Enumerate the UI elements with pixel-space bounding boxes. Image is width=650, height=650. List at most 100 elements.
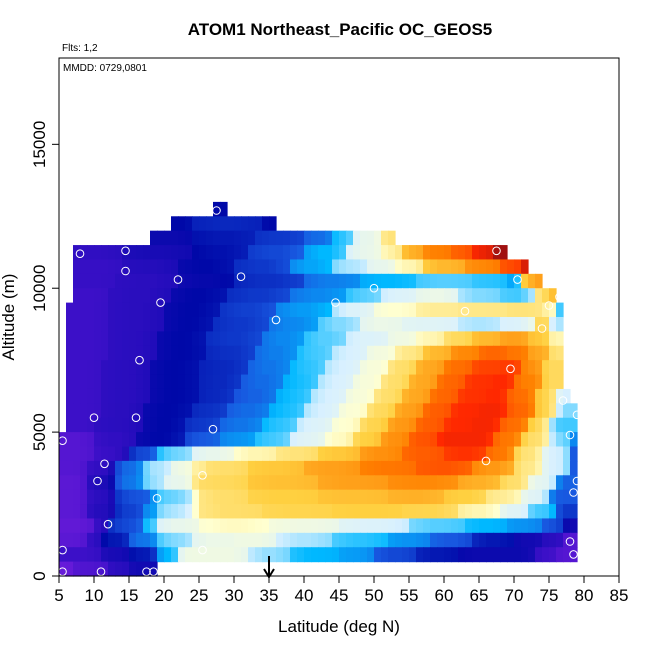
heatmap-cell — [290, 432, 298, 448]
heatmap-cell — [486, 374, 494, 390]
heatmap-cell — [290, 230, 298, 246]
heatmap-cell — [80, 273, 88, 289]
heatmap-cell — [367, 302, 375, 318]
heatmap-cell — [479, 302, 487, 318]
heatmap-cell — [206, 518, 214, 534]
heatmap-cell — [563, 460, 571, 476]
heatmap-cell — [353, 547, 361, 563]
heatmap-cell — [549, 345, 557, 361]
heatmap-cell — [248, 245, 256, 261]
heatmap-cell — [500, 388, 508, 404]
heatmap-cell — [514, 360, 522, 376]
heatmap-cell — [381, 230, 389, 246]
heatmap-cell — [493, 317, 501, 332]
heatmap-cell — [500, 317, 508, 332]
heatmap-cell — [234, 216, 242, 232]
heatmap-cell — [451, 388, 459, 404]
heatmap-cell — [136, 446, 144, 462]
heatmap-cell — [353, 273, 361, 289]
heatmap-cell — [115, 489, 123, 505]
heatmap-cell — [101, 475, 109, 491]
heatmap-cell — [290, 403, 298, 419]
heatmap-cell — [388, 302, 396, 318]
heatmap-cell — [416, 532, 424, 548]
heatmap-cell — [332, 245, 340, 261]
heatmap-cell — [108, 489, 116, 505]
heatmap-cell — [262, 374, 270, 390]
heatmap-cell — [136, 547, 144, 563]
flight-point — [236, 272, 246, 282]
heatmap-cell — [493, 245, 501, 261]
heatmap-cell — [269, 273, 277, 289]
heatmap-cell — [479, 388, 487, 404]
heatmap-cell — [150, 504, 158, 520]
heatmap-cell — [150, 518, 158, 534]
heatmap-cell — [528, 460, 536, 476]
heatmap-cell — [213, 446, 221, 462]
heatmap-cell — [150, 374, 158, 390]
heatmap-cell — [66, 432, 74, 448]
heatmap-cell — [542, 302, 550, 318]
latitude-marker-arrow — [263, 556, 275, 579]
heatmap-cell — [430, 245, 438, 261]
heatmap-cell — [213, 331, 221, 347]
heatmap-cell — [269, 360, 277, 376]
heatmap-cell — [234, 288, 242, 304]
heatmap-cell — [451, 518, 459, 534]
heatmap-cell — [542, 331, 550, 347]
heatmap-cell — [521, 532, 529, 548]
heatmap-cell — [255, 302, 263, 318]
x-tick-label: 10 — [85, 586, 104, 605]
heatmap-cell — [241, 360, 249, 376]
heatmap-cell — [157, 230, 165, 246]
heatmap-cell — [458, 259, 466, 275]
heatmap-cell — [402, 489, 410, 505]
heatmap-cell — [346, 532, 354, 548]
heatmap-cell — [220, 547, 228, 563]
heatmap-cell — [150, 245, 158, 261]
heatmap-cell — [241, 475, 249, 491]
heatmap-cell — [332, 331, 340, 347]
heatmap-cell — [570, 432, 578, 448]
heatmap-cell — [388, 374, 396, 390]
heatmap-cell — [381, 417, 389, 433]
heatmap-cell — [136, 388, 144, 404]
heatmap-cell — [367, 518, 375, 534]
heatmap-cell — [115, 245, 123, 261]
heatmap-cell — [304, 245, 312, 261]
heatmap-cell — [241, 532, 249, 548]
heatmap-cell — [157, 446, 165, 462]
heatmap-cell — [507, 273, 515, 289]
heatmap-cell — [129, 288, 137, 304]
heatmap-cell — [325, 403, 333, 419]
heatmap-cell — [374, 388, 382, 404]
heatmap-cell — [311, 403, 319, 419]
heatmap-cell — [374, 518, 382, 534]
heatmap-cell — [311, 489, 319, 505]
heatmap-cell — [143, 489, 151, 505]
heatmap-cell — [304, 432, 312, 448]
heatmap-cell — [227, 216, 235, 232]
heatmap-cell — [542, 417, 550, 433]
heatmap-cell — [227, 230, 235, 246]
heatmap-cell — [472, 245, 480, 261]
heatmap-cell — [262, 388, 270, 404]
heatmap-cell — [241, 547, 249, 563]
heatmap-cell — [80, 561, 88, 577]
heatmap-cell — [87, 532, 95, 548]
heatmap-cell — [94, 245, 102, 261]
heatmap-cell — [507, 259, 515, 275]
heatmap-cell — [206, 216, 214, 232]
heatmap-cell — [101, 374, 109, 390]
heatmap-cell — [374, 547, 382, 563]
heatmap-cell — [185, 230, 193, 246]
heatmap-cell — [122, 561, 130, 577]
heatmap-cell — [178, 331, 186, 347]
heatmap-cell — [402, 475, 410, 491]
heatmap-cell — [311, 331, 319, 347]
heatmap-cell — [178, 216, 186, 232]
heatmap-cell — [493, 345, 501, 361]
heatmap-cell — [248, 273, 256, 289]
heatmap-cell — [563, 417, 571, 433]
heatmap-cell — [556, 547, 564, 563]
